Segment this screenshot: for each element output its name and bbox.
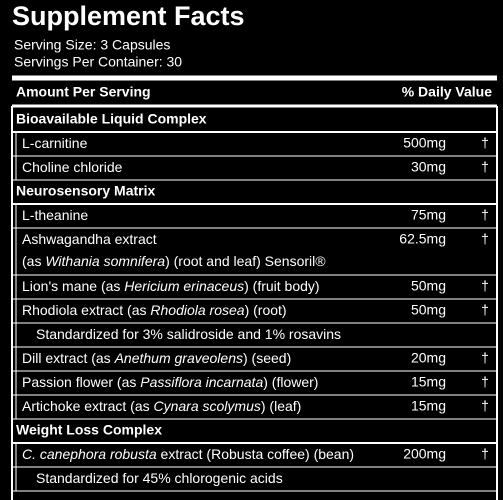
- name-part: Standardized for 3% salidroside and 1% r…: [36, 326, 341, 342]
- ingredient-name: Artichoke extract (as Cynara scolymus) (…: [22, 398, 301, 414]
- ingredient-name: C. canephora robusta extract (Robusta co…: [22, 446, 354, 462]
- name-part: Artichoke extract (as: [22, 398, 154, 414]
- name-part: ) (seed): [243, 350, 291, 366]
- name-part: Withania somnifera: [45, 253, 165, 269]
- section-title: Bioavailable Liquid Complex: [16, 111, 207, 127]
- ingredient-name: Lion's mane (as Hericium erinaceus) (fru…: [22, 278, 320, 294]
- amount: 15mg: [411, 374, 446, 390]
- name-part: ) (flower): [263, 374, 318, 390]
- name-part: Anethum graveolens: [114, 350, 243, 366]
- ingredient-name: Standardized for 45% chlorogenic acids: [36, 470, 283, 486]
- name-part: ) (fruit body): [244, 278, 319, 294]
- name-part: L-carnitine: [22, 135, 88, 151]
- column-header: % Daily Value: [402, 84, 492, 100]
- name-part: Rhodiola rosea: [150, 302, 244, 318]
- name-part: Cynara scolymus: [154, 398, 261, 414]
- ingredient-name: Dill extract (as Anethum graveolens) (se…: [22, 350, 291, 366]
- name-part: Passiflora incarnata: [140, 374, 263, 390]
- daily-value: †: [481, 278, 489, 294]
- daily-value: †: [481, 446, 489, 462]
- ingredient-name: Rhodiola extract (as Rhodiola rosea) (ro…: [22, 302, 287, 318]
- name-part: C. canephora robusta: [22, 446, 157, 462]
- amount: 500mg: [403, 135, 446, 151]
- section-title: Neurosensory Matrix: [16, 183, 155, 199]
- amount: 30mg: [411, 159, 446, 175]
- name-part: Dill extract (as: [22, 350, 115, 366]
- ingredient-name: Choline chloride: [22, 159, 123, 175]
- daily-value: †: [481, 159, 489, 175]
- ingredient-name: L-carnitine: [22, 135, 88, 151]
- ingredient-name: L-theanine: [22, 207, 88, 223]
- daily-value: †: [481, 207, 489, 223]
- name-part: Passion flower (as: [22, 374, 140, 390]
- amount: 200mg: [403, 446, 446, 462]
- name-part: ) (leaf): [261, 398, 301, 414]
- name-part: extract (Robusta coffee) (bean): [157, 446, 354, 462]
- daily-value: †: [481, 135, 489, 151]
- amount: 15mg: [411, 398, 446, 414]
- column-header: Amount Per Serving: [16, 84, 151, 100]
- name-part: Standardized for 45% chlorogenic acids: [36, 470, 283, 486]
- name-part: Rhodiola extract (as: [22, 302, 150, 318]
- daily-value: †: [481, 231, 489, 247]
- name-part: Choline chloride: [22, 159, 123, 175]
- daily-value: †: [481, 350, 489, 366]
- daily-value: †: [481, 302, 489, 318]
- ingredient-name: (as Withania somnifera) (root and leaf) …: [22, 253, 326, 269]
- name-part: Lion's mane (as: [22, 278, 124, 294]
- amount: 50mg: [411, 302, 446, 318]
- serving-size: Serving Size: 3 Capsules: [14, 37, 170, 53]
- name-part: Hericium erinaceus: [124, 278, 244, 294]
- amount: 62.5mg: [399, 231, 446, 247]
- servings-per-container: Servings Per Container: 30: [14, 54, 182, 70]
- title: Supplement Facts: [12, 1, 245, 31]
- name-part: ) (root and leaf) Sensoril®: [165, 253, 326, 269]
- name-part: L-theanine: [22, 207, 88, 223]
- amount: 75mg: [411, 207, 446, 223]
- ingredient-name: Passion flower (as Passiflora incarnata)…: [22, 374, 318, 390]
- name-part: Ashwagandha extract: [22, 231, 157, 247]
- daily-value: †: [481, 374, 489, 390]
- daily-value: †: [481, 398, 489, 414]
- ingredient-name: Standardized for 3% salidroside and 1% r…: [36, 326, 341, 342]
- name-part: ) (root): [245, 302, 287, 318]
- ingredient-name: Ashwagandha extract: [22, 231, 157, 247]
- amount: 20mg: [411, 350, 446, 366]
- amount: 50mg: [411, 278, 446, 294]
- name-part: (as: [22, 253, 45, 269]
- section-title: Weight Loss Complex: [16, 422, 162, 438]
